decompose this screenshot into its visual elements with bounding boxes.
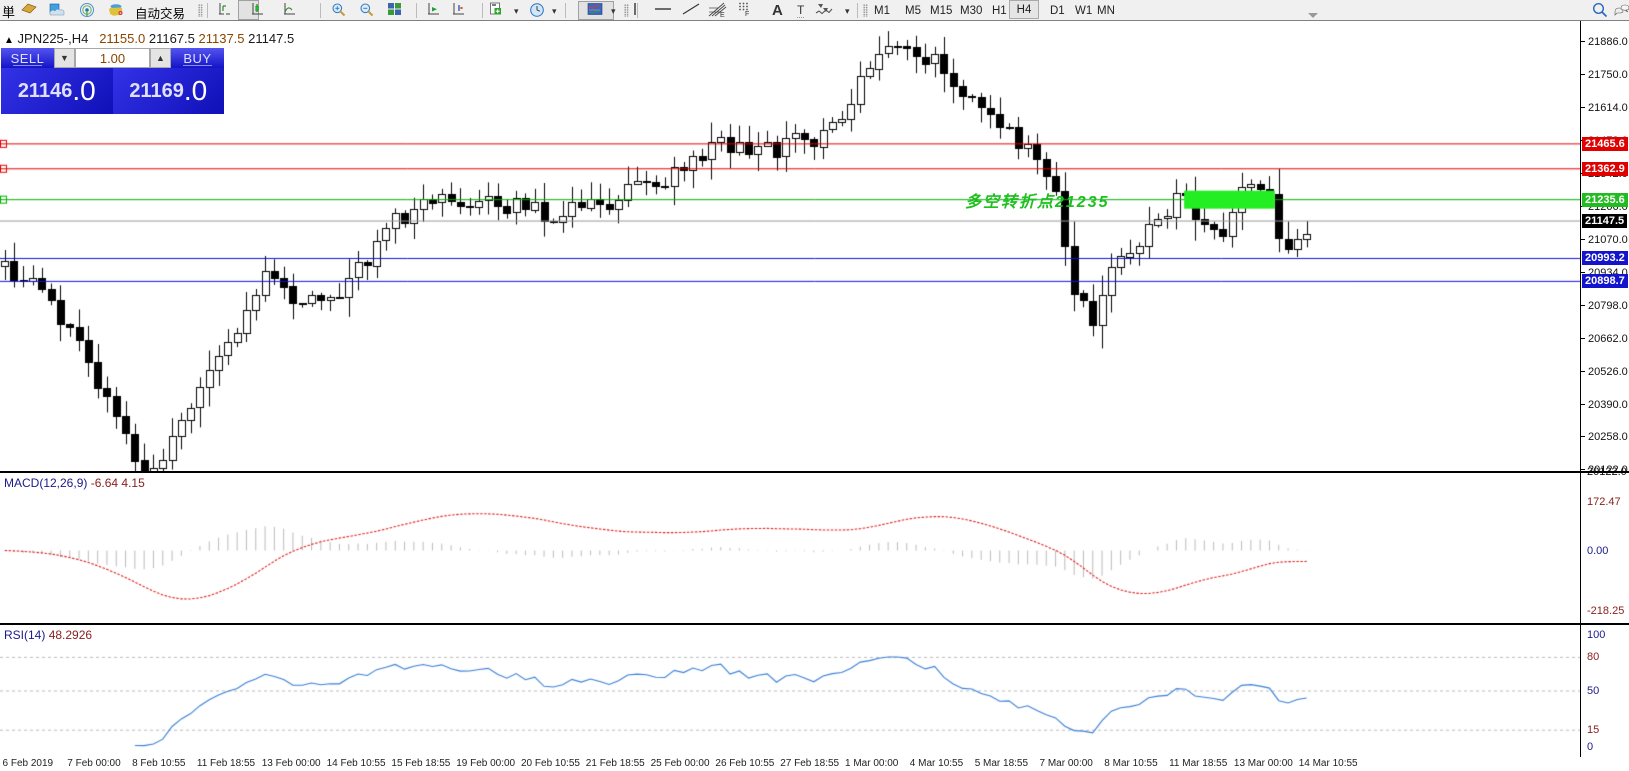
svg-text:E: E	[720, 12, 725, 18]
svg-text:F: F	[745, 11, 749, 16]
